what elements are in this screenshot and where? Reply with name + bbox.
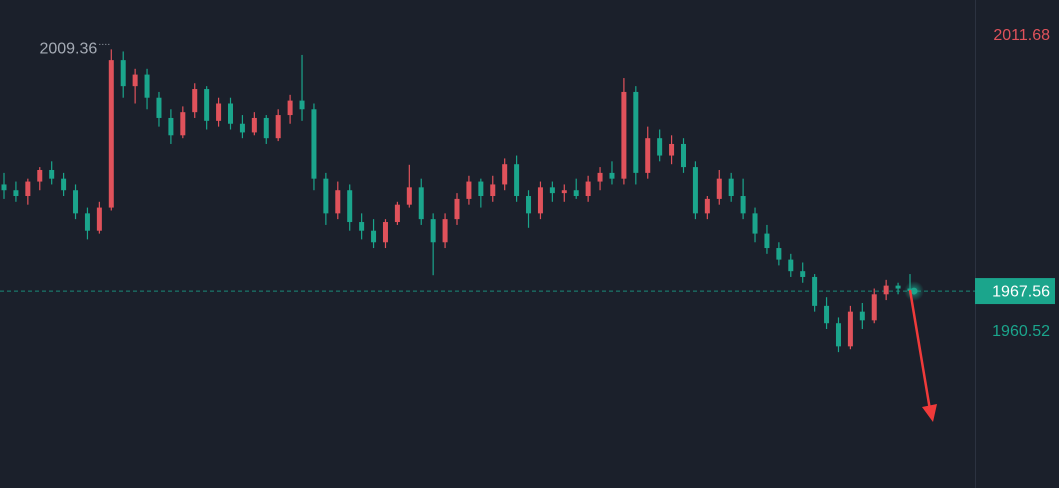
candle-body xyxy=(406,187,412,205)
candle-body xyxy=(859,311,865,321)
candle-body xyxy=(347,190,353,223)
candle-body xyxy=(13,190,19,197)
candle-body xyxy=(1,184,7,191)
candle-body xyxy=(25,181,31,197)
plot: 2009.36 2011.68 1960.52 1967.56 xyxy=(0,27,1055,353)
candle-body xyxy=(371,230,377,243)
candle-body xyxy=(895,285,901,289)
candle-body xyxy=(573,190,579,197)
candle-body xyxy=(49,169,55,179)
candle-body xyxy=(740,196,746,214)
candle-body xyxy=(73,190,79,214)
candle-body xyxy=(228,103,233,124)
candle-body xyxy=(824,305,830,324)
candle-body xyxy=(835,323,841,347)
candle-body xyxy=(764,233,770,249)
candle-body xyxy=(478,181,484,197)
candle-body xyxy=(156,97,162,118)
candle-body xyxy=(561,190,567,194)
candle-body xyxy=(382,222,388,243)
candle-body xyxy=(847,311,853,347)
candle-body xyxy=(359,222,365,231)
candle-body xyxy=(788,259,794,272)
last-dot xyxy=(910,287,918,295)
candle-body xyxy=(144,74,150,98)
candle-body xyxy=(430,219,436,243)
candle-body xyxy=(454,198,460,220)
candle-body xyxy=(204,89,210,121)
candle-body xyxy=(800,271,806,277)
candle-body xyxy=(442,219,448,243)
candle-body xyxy=(752,213,758,234)
candle-body xyxy=(609,172,615,179)
candle-body xyxy=(728,178,734,197)
candle-body xyxy=(681,143,686,168)
candle-body xyxy=(251,117,257,133)
candle-body xyxy=(812,276,818,306)
candle-body xyxy=(263,117,269,139)
candle-body xyxy=(633,91,639,173)
candle-body xyxy=(526,196,532,214)
arrow-line xyxy=(908,289,932,411)
candle-body xyxy=(61,178,67,191)
candle-body xyxy=(883,285,889,295)
candle-body xyxy=(132,74,138,87)
candle-body xyxy=(871,294,877,321)
candle-body xyxy=(704,198,710,214)
candle-body xyxy=(621,91,627,179)
candle-body xyxy=(585,181,591,197)
candle-body xyxy=(394,204,400,223)
candle-body xyxy=(84,213,90,231)
candle-body xyxy=(275,115,281,139)
candle-body xyxy=(299,100,305,110)
candle-body xyxy=(514,164,520,197)
candle-body xyxy=(239,123,245,133)
candle-body xyxy=(502,164,508,185)
high-marker-label: 2009.36 xyxy=(39,41,97,58)
range-low-label: 1960.52 xyxy=(992,323,1050,340)
candle-body xyxy=(537,187,543,214)
range-high-label: 2011.68 xyxy=(993,27,1050,44)
candle-body xyxy=(466,181,472,199)
candle-body xyxy=(549,187,555,194)
candle-body xyxy=(192,89,198,113)
candle-body xyxy=(323,178,329,214)
candle-body xyxy=(776,248,782,260)
candle-body xyxy=(669,143,675,156)
arrow-head xyxy=(922,404,937,422)
candle-body xyxy=(597,172,603,182)
candle-body xyxy=(180,112,186,136)
candle-body xyxy=(37,169,43,182)
last-price-box xyxy=(975,278,1055,305)
candle-body xyxy=(287,100,293,116)
candle-body xyxy=(168,117,174,136)
candle-body xyxy=(96,207,102,231)
candle-body xyxy=(335,190,341,214)
candle-body xyxy=(692,167,698,214)
candle-body xyxy=(216,103,222,121)
candle-body xyxy=(120,60,126,87)
candle-body xyxy=(716,178,722,199)
candle-body xyxy=(657,138,663,156)
last-price-label: 1967.56 xyxy=(992,283,1050,300)
candle-body xyxy=(108,60,114,208)
candle-body xyxy=(490,184,496,197)
candle-body xyxy=(645,138,651,173)
candle-body xyxy=(418,187,424,220)
candle-body xyxy=(311,109,317,179)
